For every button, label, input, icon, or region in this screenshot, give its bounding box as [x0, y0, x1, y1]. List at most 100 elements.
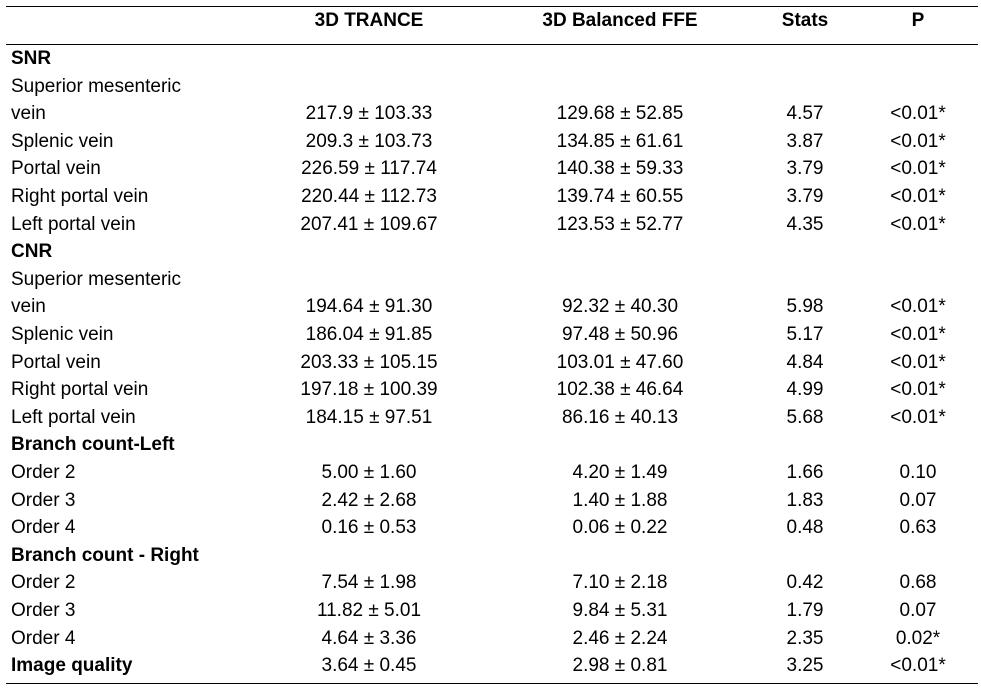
table-header-rule	[6, 44, 978, 45]
cell-3d-balanced-ffe: 103.01 ± 47.60	[556, 351, 684, 373]
cell-3d-balanced-ffe: 7.10 ± 2.18	[572, 572, 668, 594]
cell-p: 0.63	[899, 517, 937, 539]
cell-stats: 4.35	[786, 213, 824, 235]
cell-p: 0.10	[899, 462, 937, 483]
table-row: vein 217.9 ± 103.33 129.68 ± 52.85 4.57 <0.0…	[0, 100, 981, 128]
cell-stats: 1.83	[786, 489, 824, 511]
cell-3d-balanced-ffe: 134.85 ± 61.61	[556, 130, 684, 152]
cell-p: <0.01*	[890, 351, 946, 373]
table-row: Order 3 11.82 ± 5.01 9.84 ± 5.31 1.79 0.07	[0, 597, 981, 625]
cell-3d-trance: 226.59 ± 117.74	[301, 158, 437, 180]
cell-stats: 3.25	[786, 655, 824, 677]
table-row: Splenic vein 186.04 ± 91.85 97.48 ± 50.96 5…	[0, 321, 981, 349]
cell-p: <0.01*	[890, 324, 946, 345]
row-label: Splenic vein	[11, 324, 114, 345]
header-p: P	[911, 10, 925, 31]
cell-stats: 5.17	[786, 324, 824, 345]
table-row: Order 2 5.00 ± 1.60 4.20 ± 1.49 1.66 0.10	[0, 459, 981, 487]
cell-p: <0.01*	[890, 103, 946, 125]
cell-stats: 3.79	[786, 158, 824, 180]
cell-stats: 4.84	[786, 351, 824, 373]
row-label: vein	[11, 296, 46, 318]
cell-stats: 4.99	[786, 379, 824, 401]
cell-3d-trance: 4.64 ± 3.36	[321, 627, 417, 649]
section-header-row: Branch count - Right	[0, 542, 981, 570]
row-label: Order 3	[11, 600, 76, 621]
cell-3d-trance: 186.04 ± 91.85	[305, 324, 433, 345]
cell-p: <0.01*	[890, 213, 946, 235]
cell-3d-trance: 5.00 ± 1.60	[321, 462, 417, 483]
cell-3d-balanced-ffe: 102.38 ± 46.64	[556, 379, 684, 401]
cell-stats: 3.87	[786, 130, 824, 152]
section-header-row: SNR	[0, 45, 981, 73]
cell-3d-balanced-ffe: 97.48 ± 50.96	[561, 324, 679, 345]
table-row: Portal vein 226.59 ± 117.74 140.38 ± 59.33…	[0, 155, 981, 183]
cell-3d-balanced-ffe: 2.46 ± 2.24	[572, 627, 668, 649]
table-row: Left portal vein 184.15 ± 97.51 86.16 ± 40…	[0, 404, 981, 432]
table-bottom-rule	[6, 683, 978, 684]
row-label: Portal vein	[11, 158, 101, 180]
cell-3d-balanced-ffe: 129.68 ± 52.85	[556, 103, 684, 125]
row-label: Right portal vein	[11, 379, 149, 401]
cell-stats: 3.79	[786, 186, 824, 207]
row-label: Left portal vein	[11, 406, 136, 428]
cell-3d-trance: 11.82 ± 5.01	[316, 600, 422, 621]
cell-stats: 5.68	[786, 406, 824, 428]
table-row: Order 2 7.54 ± 1.98 7.10 ± 2.18 0.42 0.68	[0, 569, 981, 597]
cell-3d-trance: 3.64 ± 0.45	[321, 655, 417, 677]
table-row: Superior mesenteric	[0, 73, 981, 101]
cell-3d-trance: 194.64 ± 91.30	[305, 296, 433, 318]
table-header-row: 3D TRANCE 3D Balanced FFE Stats P	[0, 6, 981, 34]
row-label: Superior mesenteric	[11, 75, 182, 97]
table-row: Left portal vein 207.41 ± 109.67 123.53 ± …	[0, 211, 981, 239]
section-header-row: Branch count-Left	[0, 431, 981, 459]
row-label: Image quality	[11, 655, 133, 677]
cell-p: 0.02*	[895, 627, 941, 649]
row-label: Branch count-Left	[11, 434, 175, 456]
cell-3d-trance: 197.18 ± 100.39	[300, 379, 438, 401]
cell-p: <0.01*	[890, 655, 946, 677]
cell-3d-balanced-ffe: 9.84 ± 5.31	[572, 600, 668, 621]
row-label: Portal vein	[11, 351, 101, 373]
cell-3d-balanced-ffe: 92.32 ± 40.30	[561, 296, 679, 318]
cell-stats: 5.98	[786, 296, 824, 318]
cell-p: <0.01*	[890, 158, 946, 180]
cell-3d-trance: 220.44 ± 112.73	[301, 186, 437, 207]
row-label: Right portal vein	[11, 186, 149, 207]
header-3d-trance: 3D TRANCE	[314, 10, 424, 31]
cell-3d-trance: 217.9 ± 103.33	[305, 103, 433, 125]
row-label: Superior mesenteric	[11, 268, 182, 290]
row-label: SNR	[11, 48, 52, 69]
header-3d-balanced-ffe: 3D Balanced FFE	[542, 10, 698, 31]
cell-stats: 2.35	[786, 627, 824, 649]
cell-p: <0.01*	[890, 406, 946, 428]
row-label: Order 2	[11, 572, 76, 594]
cell-p: 0.07	[899, 600, 937, 621]
cell-p: <0.01*	[890, 186, 946, 207]
cell-stats: 4.57	[786, 103, 824, 125]
table-row: vein 194.64 ± 91.30 92.32 ± 40.30 5.98 <0.01…	[0, 293, 981, 321]
cell-3d-trance: 203.33 ± 105.15	[300, 351, 438, 373]
table-row: Right portal vein 220.44 ± 112.73 139.74 ±…	[0, 183, 981, 211]
cell-3d-trance: 7.54 ± 1.98	[321, 572, 417, 594]
row-label: Order 4	[11, 517, 76, 539]
cell-stats: 1.66	[786, 462, 824, 483]
cell-p: <0.01*	[890, 296, 946, 318]
row-label: Order 3	[11, 489, 76, 511]
cell-p: <0.01*	[890, 379, 946, 401]
cell-p: 0.68	[899, 572, 937, 594]
table-row: Image quality 3.64 ± 0.45 2.98 ± 0.81 3.25 <…	[0, 652, 981, 680]
row-label: Order 4	[11, 627, 76, 649]
cell-p: <0.01*	[890, 130, 946, 152]
cell-3d-balanced-ffe: 123.53 ± 52.77	[556, 213, 684, 235]
cell-stats: 0.48	[786, 517, 824, 539]
cell-3d-balanced-ffe: 139.74 ± 60.55	[556, 186, 684, 207]
row-label: Splenic vein	[11, 130, 114, 152]
table-top-rule	[6, 6, 978, 7]
cell-stats: 0.42	[786, 572, 824, 594]
table-row: Superior mesenteric	[0, 266, 981, 294]
section-header-row: CNR	[0, 238, 981, 266]
cell-3d-balanced-ffe: 0.06 ± 0.22	[572, 517, 668, 539]
cell-p: 0.07	[899, 489, 937, 511]
table-row: Order 4 4.64 ± 3.36 2.46 ± 2.24 2.35 0.02*	[0, 625, 981, 653]
